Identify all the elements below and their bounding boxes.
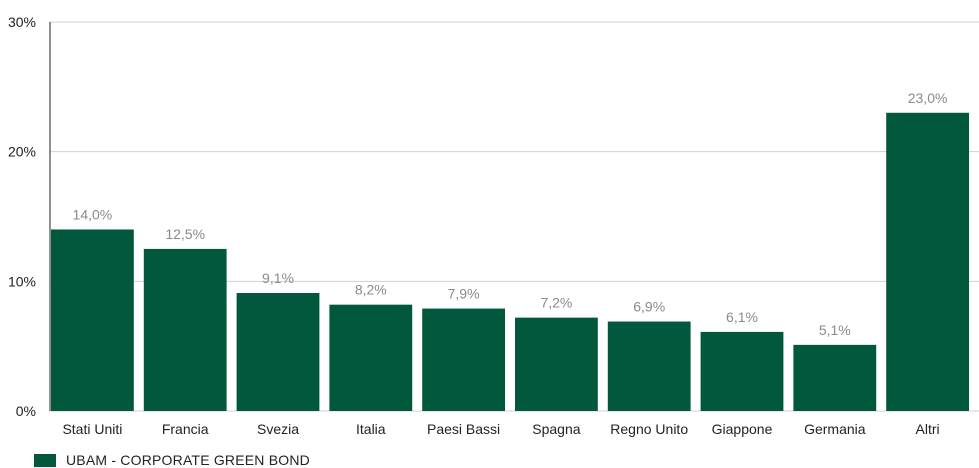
data-label: 14,0%: [73, 206, 113, 222]
legend-label: UBAM - CORPORATE GREEN BOND: [66, 452, 310, 468]
data-label: 5,1%: [819, 322, 851, 338]
category-label: Paesi Bassi: [427, 421, 500, 437]
y-tick-label: 30%: [8, 14, 36, 30]
bar: [886, 112, 969, 412]
bar: [793, 344, 877, 411]
y-axis-ticks: 0% 10% 20% 30%: [8, 14, 36, 419]
category-label: Stati Uniti: [62, 421, 122, 437]
category-label: Regno Unito: [610, 421, 688, 437]
y-tick-label: 10%: [8, 273, 36, 289]
bar: [236, 293, 320, 411]
data-label: 6,1%: [726, 309, 758, 325]
category-label: Altri: [916, 421, 940, 437]
category-label: Giappone: [712, 421, 773, 437]
bars: [51, 112, 969, 412]
data-label: 8,2%: [355, 282, 387, 298]
category-label: Francia: [162, 421, 209, 437]
category-label: Spagna: [532, 421, 580, 437]
data-label: 7,2%: [540, 295, 572, 311]
data-label: 9,1%: [262, 270, 294, 286]
bar: [515, 317, 598, 411]
category-labels: Stati Uniti Francia Svezia Italia Paesi Bass…: [62, 421, 939, 437]
data-label: 7,9%: [448, 286, 480, 302]
category-label: Svezia: [257, 421, 299, 437]
data-label: 6,9%: [633, 299, 665, 315]
category-label: Germania: [804, 421, 866, 437]
data-labels: 14,0% 12,5% 9,1% 8,2% 7,9% 7,2% 6,9% 6,1% 5,1% 23…: [73, 90, 948, 338]
bar: [700, 331, 784, 411]
legend: UBAM - CORPORATE GREEN BOND: [34, 452, 310, 468]
bar: [51, 229, 134, 411]
y-tick-label: 0%: [16, 403, 36, 419]
y-tick-label: 20%: [8, 144, 36, 160]
bar: [143, 248, 227, 411]
category-label: Italia: [356, 421, 386, 437]
bar: [329, 304, 413, 411]
data-label: 23,0%: [908, 90, 948, 106]
legend-swatch: [34, 453, 56, 467]
bar: [607, 321, 691, 411]
data-label: 12,5%: [165, 226, 205, 242]
bar: [422, 308, 505, 411]
